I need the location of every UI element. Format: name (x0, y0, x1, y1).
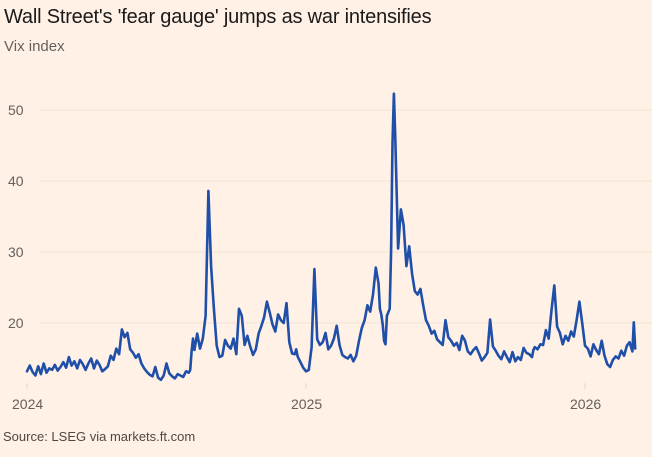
chart-subtitle: Vix index (4, 38, 65, 55)
gridlines (40, 109, 652, 324)
y-tick-label: 40 (8, 173, 24, 189)
y-tick-label: 20 (8, 315, 24, 331)
x-tick-label: 2025 (291, 396, 322, 412)
x-tick-label: 2024 (12, 396, 43, 412)
y-tick-label: 30 (8, 244, 24, 260)
y-tick-label: 50 (8, 102, 24, 118)
chart-title: Wall Street's 'fear gauge' jumps as war … (4, 6, 432, 28)
x-axis-ticks: 2024 2025 2026 (12, 383, 601, 412)
series-group (25, 92, 637, 382)
source-note: Source: LSEG via markets.ft.com (3, 429, 196, 444)
series-line-vix (25, 92, 637, 382)
x-tick-label: 2026 (570, 396, 601, 412)
y-axis-ticks: 50 40 30 20 (8, 102, 24, 331)
